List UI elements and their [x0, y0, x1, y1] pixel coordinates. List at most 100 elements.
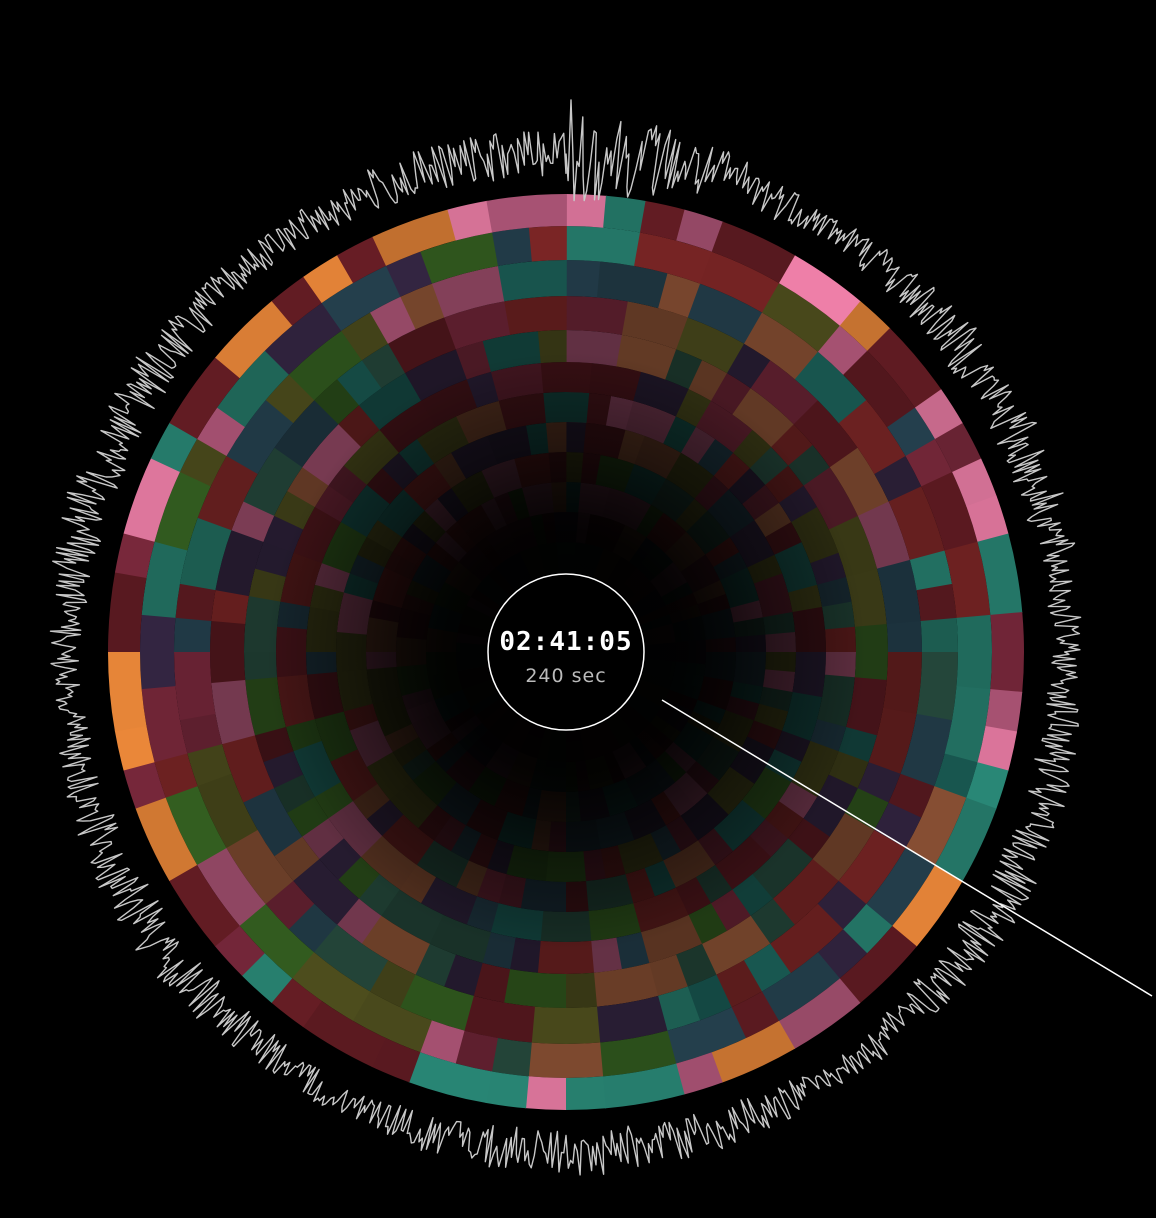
spectrogram-cell — [302, 1000, 386, 1068]
spectrogram-cell — [273, 836, 320, 881]
spectrogram-cell — [359, 372, 422, 430]
spectrogram-cell — [473, 962, 511, 1003]
spectrogram-cell — [675, 1052, 723, 1095]
spectrogram-cell — [658, 273, 701, 318]
spectrogram-cell — [444, 301, 511, 350]
spectrogram-cell — [168, 864, 240, 947]
spectrogram-cell — [525, 1076, 566, 1111]
spectrogram-cell — [447, 200, 493, 241]
spectrogram-cell — [303, 254, 354, 304]
spectrogram-cell — [761, 952, 840, 1022]
spectrogram-cell — [179, 517, 232, 591]
spectrogram-cell — [751, 838, 813, 900]
spectrogram-cell — [531, 1006, 601, 1045]
spectrogram-cell — [420, 232, 499, 284]
spectrogram-cell — [372, 209, 457, 266]
spectrogram-cell — [123, 457, 181, 542]
spectrogram-cell — [843, 350, 916, 428]
spectrogram-cell — [793, 400, 859, 468]
spectrogram-cell — [944, 686, 991, 764]
spectrogram-cell — [405, 349, 468, 401]
spectrogram-cell — [211, 679, 255, 745]
spectrogram-cell — [711, 221, 796, 284]
spectrogram-cell — [732, 388, 795, 448]
spectrogram-cell — [867, 328, 942, 409]
spectrogram-cell — [956, 614, 992, 690]
spectrogram-cell — [727, 343, 771, 389]
spectrogram-cell — [497, 259, 567, 302]
spectrogram-cell — [593, 963, 659, 1007]
spectrogram-cell — [676, 317, 745, 374]
spectrogram-cell — [288, 903, 338, 953]
spectrogram-cell — [243, 787, 303, 857]
spectrogram-cell — [909, 550, 953, 591]
spectrogram-cell — [226, 829, 294, 904]
spectrogram-cell — [566, 260, 601, 298]
playhead-line[interactable] — [661, 699, 1153, 997]
spectrogram-cell — [883, 652, 922, 715]
spectrogram-cell — [666, 1007, 747, 1064]
spectrogram-cell — [107, 651, 147, 732]
spectrogram-cell — [779, 255, 862, 327]
spectrogram-cell — [528, 225, 567, 262]
spectrogram-cell — [503, 969, 566, 1009]
spectrogram-cell — [211, 589, 249, 624]
spectrogram-cell — [380, 889, 444, 944]
spectrogram-cell — [239, 903, 315, 979]
spectrogram-cell — [197, 455, 259, 531]
spectrogram-cell — [179, 438, 227, 487]
spectrogram-cell — [108, 571, 147, 652]
spectrogram-cell — [141, 540, 188, 618]
spectrogram-cell — [828, 515, 878, 578]
spectrogram-cell — [226, 399, 294, 474]
spectrogram-cell — [414, 943, 456, 987]
spectrogram-cell — [772, 858, 839, 926]
spectrogram-cell — [838, 830, 906, 905]
spectrogram-cell — [844, 788, 889, 831]
spectrogram-cell — [934, 797, 997, 882]
spectrogram-cell — [914, 389, 964, 440]
spectrogram-cell — [463, 995, 535, 1043]
spectrogram-cell — [209, 620, 246, 684]
spectrogram-cell — [492, 227, 533, 266]
spectrogram-cell — [197, 406, 246, 456]
spectrogram-cell — [715, 960, 762, 1008]
spectrogram-cell — [657, 986, 701, 1031]
spectrogram-cell — [990, 612, 1025, 693]
spectrogram-cell — [485, 1071, 529, 1109]
spectrogram-cell — [676, 209, 724, 252]
spectrogram-cell — [336, 898, 382, 944]
spectrogram-cell — [385, 251, 433, 297]
spectrogram-cell — [175, 583, 216, 621]
spectrogram-cell — [769, 903, 844, 974]
spectrogram-cell — [905, 786, 967, 866]
spectrogram-cell — [114, 725, 155, 771]
spectrogram-cell — [454, 1030, 498, 1072]
spectrogram-cell — [265, 880, 315, 930]
spectrogram-cell — [431, 265, 505, 318]
spectrogram-cell — [874, 456, 922, 503]
spectrogram-cell — [565, 972, 598, 1009]
spectrogram-cell — [687, 283, 763, 345]
spectrogram-cell — [977, 725, 1018, 772]
clock-face[interactable] — [487, 573, 645, 731]
spectrogram-cell — [730, 991, 779, 1039]
spectrogram-cell — [150, 422, 198, 472]
spectrogram-cell — [920, 617, 959, 653]
spectrogram-cell — [838, 400, 906, 475]
spectrogram-cell — [921, 471, 978, 552]
spectrogram-cell — [597, 261, 669, 309]
spectrogram-cell — [400, 283, 445, 330]
spectrogram-cell — [231, 500, 275, 542]
spectrogram-cell — [934, 753, 978, 799]
spectrogram-cell — [197, 773, 258, 848]
spectrogram-cell — [221, 734, 275, 803]
spectrogram-cell — [135, 796, 198, 881]
spectrogram-cell — [916, 583, 957, 622]
spectrogram-cell — [817, 880, 867, 930]
spectrogram-cell — [217, 350, 290, 428]
spectrogram-cell — [952, 458, 997, 508]
spectrogram-cell — [634, 232, 713, 284]
spectrogram-cell — [648, 954, 688, 997]
